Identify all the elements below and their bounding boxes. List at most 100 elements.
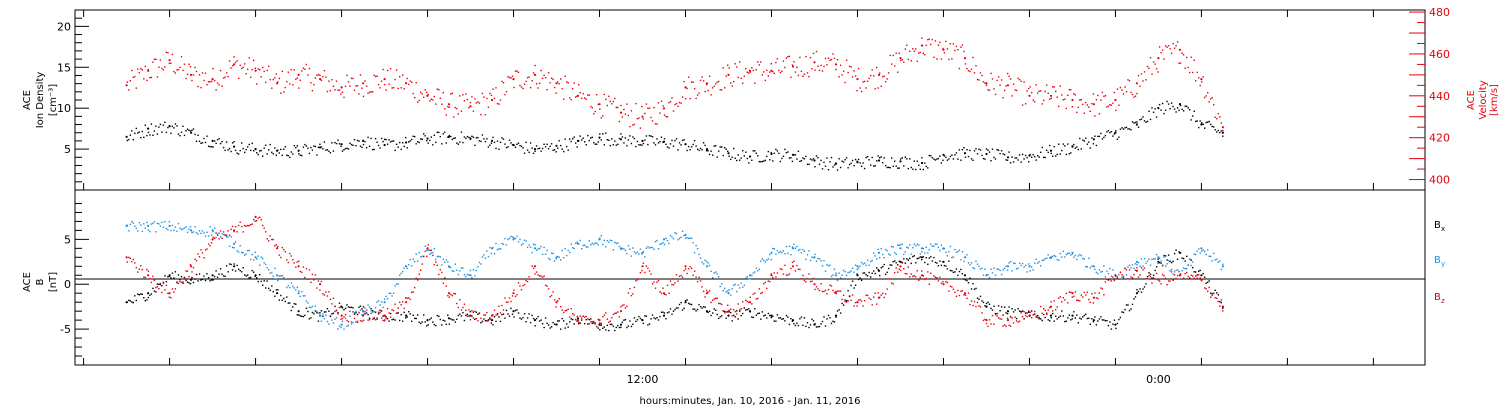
density-series-value bbox=[254, 148, 257, 151]
velocity-series-point bbox=[877, 87, 879, 89]
by-series-point bbox=[429, 253, 431, 255]
velocity-series-point bbox=[1085, 101, 1087, 104]
bx-series-point bbox=[1043, 313, 1045, 316]
velocity-series-point bbox=[677, 105, 679, 107]
density-series-point bbox=[1201, 122, 1203, 124]
bz-series-point bbox=[659, 291, 661, 293]
bx-series-point bbox=[812, 320, 815, 322]
bx-series-point bbox=[802, 324, 804, 326]
by-series-point bbox=[1059, 252, 1061, 255]
bx-series-value bbox=[1135, 292, 1138, 295]
density-series-point bbox=[687, 145, 690, 148]
bx-series-point bbox=[442, 319, 444, 321]
by-series-point bbox=[1079, 253, 1081, 256]
bx-series-point bbox=[379, 309, 381, 311]
by-series-point bbox=[430, 252, 432, 254]
bz-series-value bbox=[555, 301, 558, 304]
velocity-series-point bbox=[790, 76, 792, 78]
bz-series-point bbox=[788, 273, 791, 275]
bz-series-point bbox=[182, 281, 184, 283]
density-series-point bbox=[1021, 153, 1024, 156]
bz-series-point bbox=[1149, 275, 1152, 278]
density-series-point bbox=[555, 151, 557, 153]
density-series-point bbox=[131, 130, 133, 132]
by-series-point bbox=[167, 229, 169, 231]
by-series-point bbox=[295, 289, 297, 291]
density-series-point bbox=[165, 131, 168, 134]
bz-series-point bbox=[302, 266, 305, 268]
density-series-point bbox=[161, 131, 163, 133]
velocity-series-point bbox=[367, 92, 369, 94]
density-series-point bbox=[1064, 145, 1066, 147]
density-series-point bbox=[1026, 157, 1028, 159]
density-series-point bbox=[761, 160, 763, 163]
bx-series-point bbox=[367, 313, 369, 316]
bx-series-point bbox=[1067, 317, 1069, 319]
by-series-point bbox=[534, 244, 536, 246]
bz-series-point bbox=[432, 254, 434, 257]
x-axis-ticks: 12:00 0:00 bbox=[83, 10, 1374, 386]
bz-series-point bbox=[1097, 297, 1099, 300]
density-series-point bbox=[204, 141, 207, 144]
bx-series-point bbox=[1217, 294, 1219, 296]
bz-series-point bbox=[1152, 277, 1155, 279]
by-series-point bbox=[296, 286, 298, 289]
density-series-value bbox=[985, 152, 988, 156]
bz-series-point bbox=[1207, 290, 1209, 293]
velocity-series-point bbox=[1169, 48, 1171, 50]
velocity-series-point bbox=[871, 69, 873, 71]
velocity-series-value bbox=[834, 63, 838, 66]
bz-series-point bbox=[621, 304, 624, 307]
bx-series-point bbox=[1178, 251, 1180, 253]
density-series-point bbox=[1208, 120, 1210, 123]
by-series-point bbox=[763, 259, 765, 262]
bx-series-point bbox=[177, 274, 180, 276]
by-series-point bbox=[988, 276, 991, 279]
bz-series-point bbox=[993, 323, 995, 325]
velocity-series-point bbox=[1031, 91, 1033, 94]
by-series-point bbox=[1058, 259, 1060, 261]
by-series-point bbox=[1074, 254, 1076, 257]
by-series-point bbox=[647, 246, 649, 248]
density-series-point bbox=[406, 147, 408, 149]
by-series-point bbox=[447, 261, 449, 263]
bx-series-point bbox=[284, 300, 286, 303]
velocity-series-point bbox=[797, 74, 800, 77]
bz-series-point bbox=[626, 305, 628, 308]
velocity-series-point bbox=[481, 92, 484, 95]
velocity-series-point bbox=[635, 102, 637, 105]
bx-series-point bbox=[189, 283, 192, 285]
bz-series-point bbox=[800, 277, 803, 280]
bx-series-point bbox=[424, 321, 426, 323]
bx-series-value bbox=[1071, 314, 1074, 317]
bz-series-value bbox=[920, 274, 924, 277]
density-series-point bbox=[471, 135, 473, 137]
bx-series-point bbox=[1121, 311, 1123, 313]
by-series-point bbox=[752, 272, 754, 274]
bx-series-point bbox=[308, 318, 311, 320]
by-series-value bbox=[125, 224, 128, 227]
bz-series-point bbox=[1100, 287, 1102, 289]
bz-series-value bbox=[727, 310, 730, 313]
legend-bz-label: B bbox=[1434, 292, 1441, 303]
velocity-series-point bbox=[460, 110, 463, 112]
velocity-series-point bbox=[1062, 99, 1064, 101]
by-series-point bbox=[487, 255, 490, 258]
velocity-series-point bbox=[638, 117, 640, 119]
density-series-point bbox=[919, 168, 921, 170]
bz-series-point bbox=[605, 312, 607, 314]
velocity-series-point bbox=[781, 70, 783, 72]
by-series-point bbox=[868, 264, 870, 266]
by-series-point bbox=[1043, 259, 1045, 261]
bz-series-point bbox=[808, 273, 810, 275]
bz-series-point bbox=[597, 318, 599, 321]
velocity-series-point bbox=[1176, 41, 1179, 43]
bz-series-point bbox=[627, 292, 630, 294]
bx-series-point bbox=[433, 323, 435, 326]
velocity-series-point bbox=[448, 106, 450, 108]
velocity-series-point bbox=[1158, 46, 1161, 48]
density-series-point bbox=[286, 154, 288, 156]
bz-series-point bbox=[176, 281, 178, 283]
by-series-point bbox=[1061, 256, 1063, 258]
bz-series-point bbox=[522, 284, 524, 287]
